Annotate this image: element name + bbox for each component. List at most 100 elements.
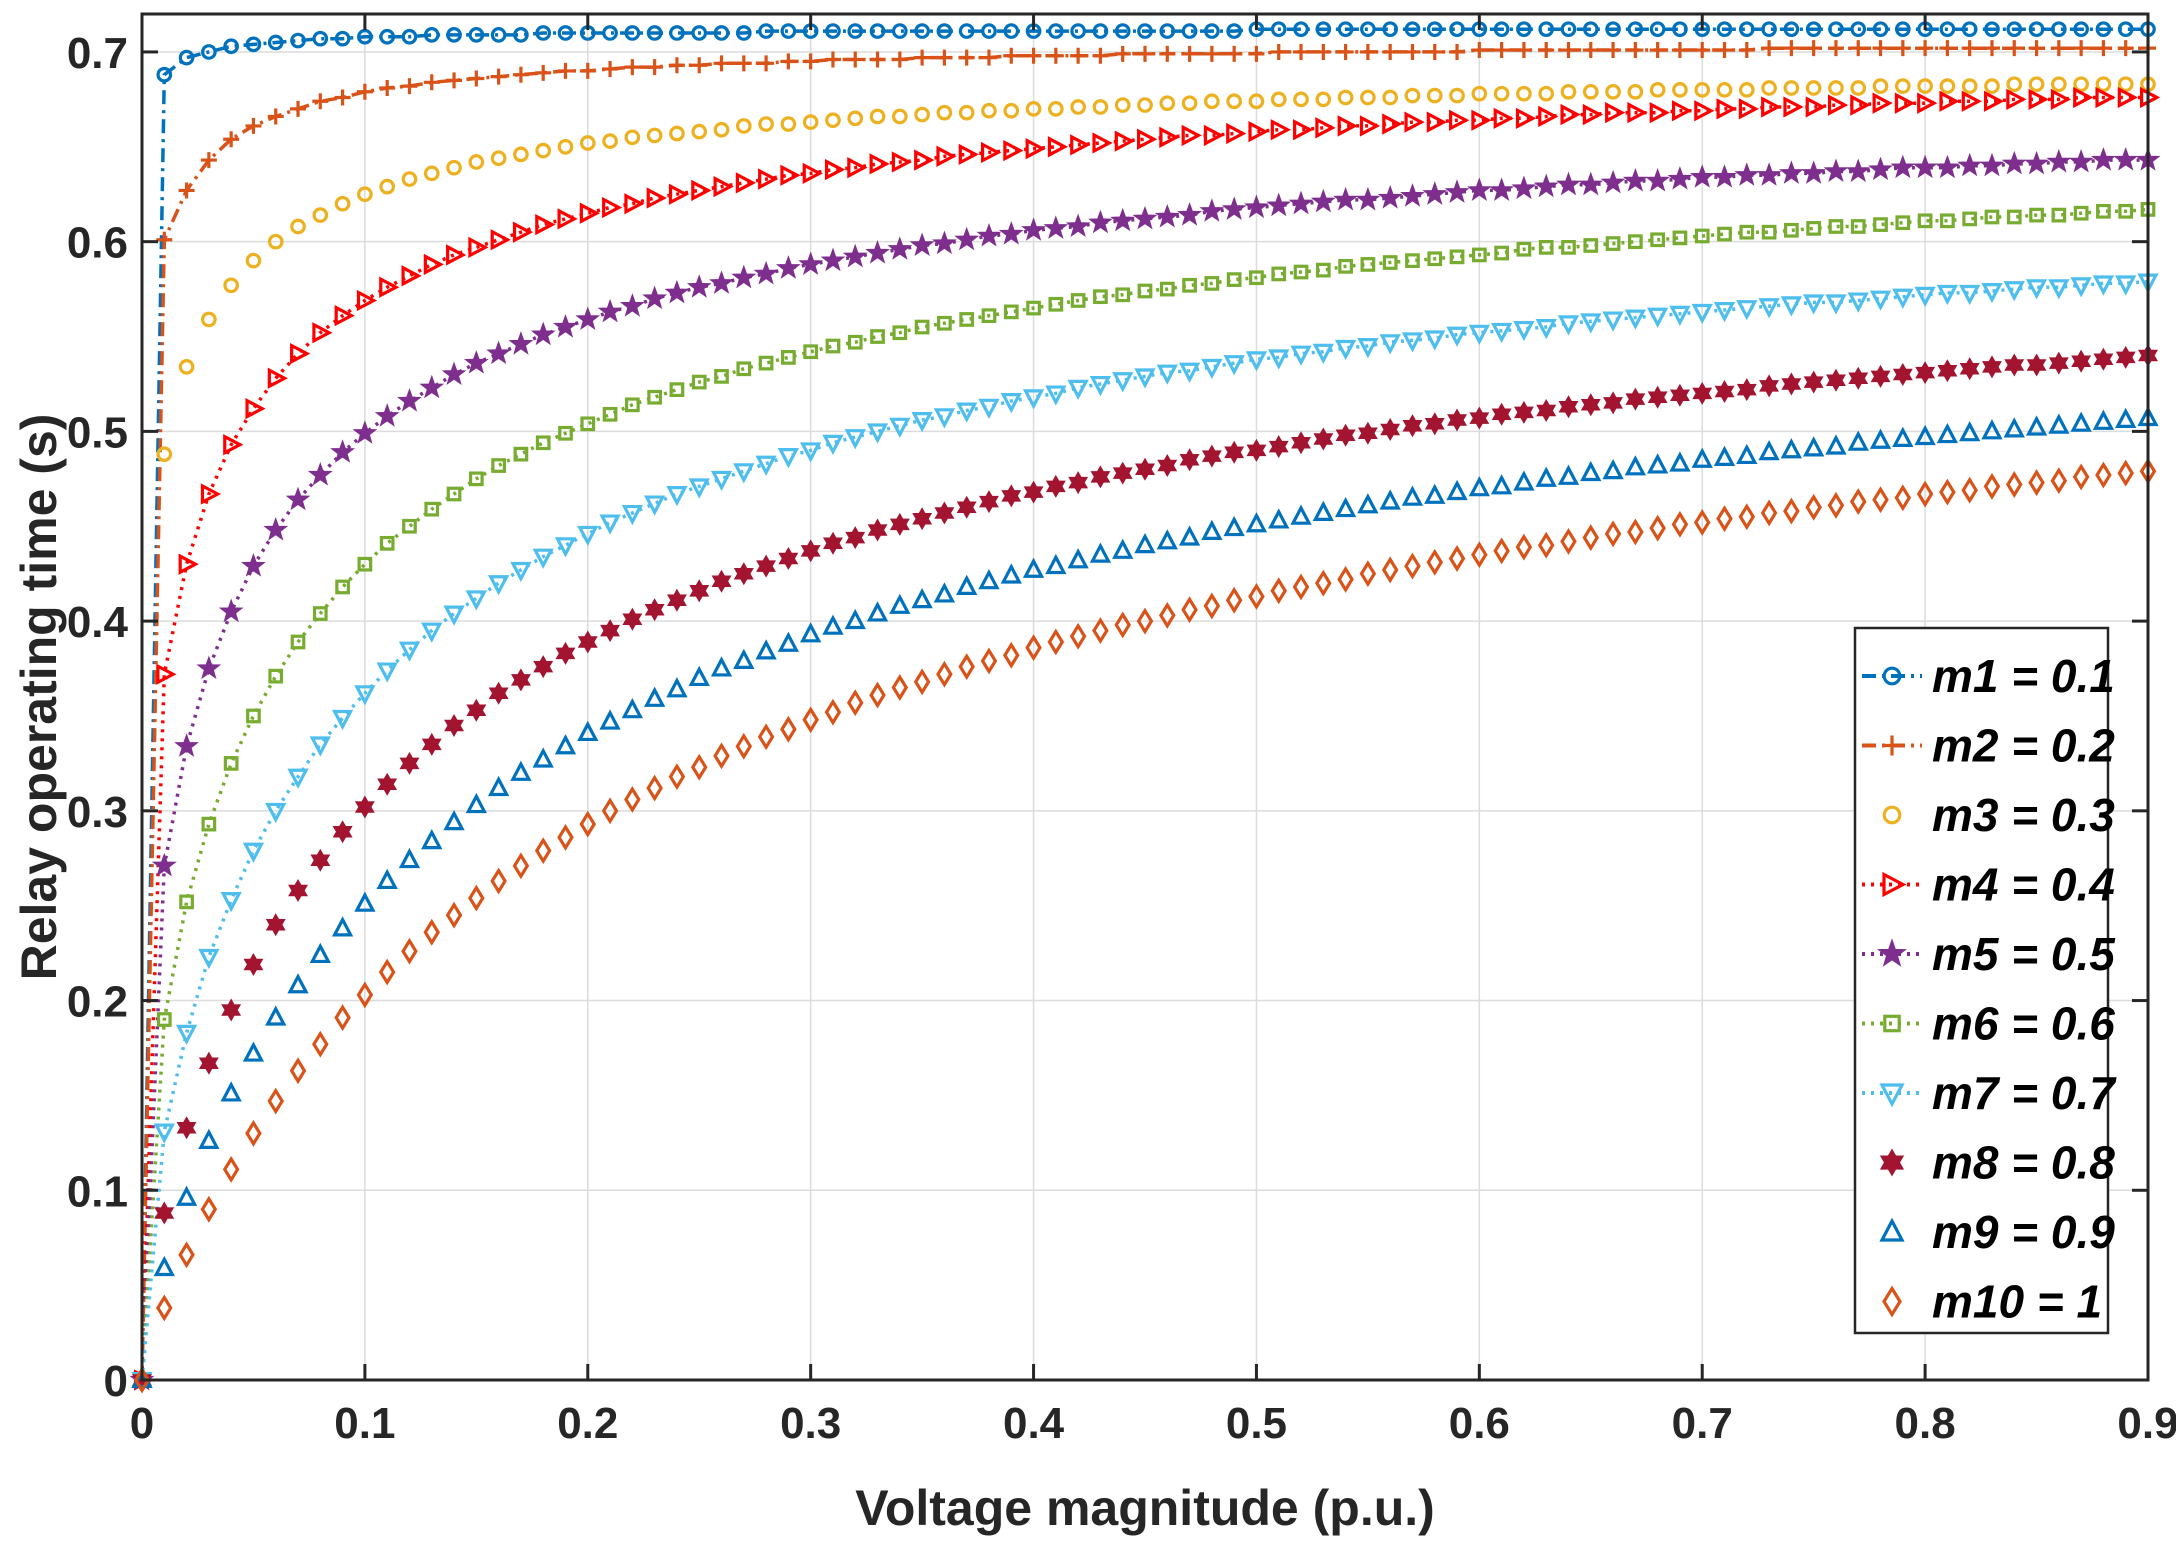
data-point (1894, 21, 1911, 38)
data-point (312, 93, 329, 110)
data-point (1225, 586, 1243, 614)
data-point (602, 61, 619, 78)
data-point (914, 149, 935, 171)
data-point (1245, 512, 1268, 533)
data-point (1627, 102, 1648, 124)
data-point (2048, 279, 2070, 300)
data-point (1622, 167, 1648, 192)
data-point (577, 630, 598, 654)
data-point (1650, 232, 1666, 248)
legend[interactable]: m1 = 0.1 m2 = 0.2 m3 = 0.3 m4 = 0.4 m5 = 0.5… (1853, 626, 2117, 1335)
legend-item[interactable]: m1 = 0.1 (1862, 650, 2115, 702)
series-6 (134, 202, 2156, 1388)
data-point (1561, 239, 1576, 255)
data-point (446, 486, 462, 502)
data-point (1560, 103, 1581, 126)
data-point (1268, 508, 1290, 529)
legend-item[interactable]: m7 = 0.7 (1862, 1067, 2117, 1119)
legend-item[interactable]: m9 = 0.9 (1879, 1206, 2115, 1258)
data-point (468, 884, 485, 912)
data-point (486, 340, 511, 365)
data-point (532, 548, 554, 569)
data-point (553, 313, 578, 338)
y-tick-label: 0.5 (67, 408, 128, 457)
data-point (1582, 42, 1599, 59)
data-point (1137, 97, 1153, 113)
data-point (445, 901, 463, 929)
data-point (1538, 239, 1554, 255)
data-point (1689, 164, 1715, 188)
data-point (1916, 480, 1934, 508)
data-point (198, 1128, 220, 1149)
data-point (981, 23, 997, 39)
data-point (1159, 601, 1176, 629)
data-point (1201, 519, 1223, 540)
data-point (1449, 21, 1465, 38)
data-point (1048, 101, 1064, 117)
data-point (312, 322, 333, 344)
data-point (1468, 476, 1490, 497)
data-point (1873, 217, 1888, 232)
data-point (1646, 307, 1669, 328)
legend-item[interactable]: m8 = 0.8 (1879, 1137, 2115, 1189)
data-point (959, 312, 975, 327)
data-point (312, 1030, 329, 1058)
data-point (1961, 40, 1978, 57)
data-point (1984, 78, 2000, 94)
data-point (1892, 363, 1913, 386)
data-point (1401, 485, 1424, 506)
data-point (1159, 281, 1175, 297)
data-point (2115, 345, 2136, 369)
data-point (1490, 322, 1513, 344)
data-point (267, 34, 284, 51)
data-point (1449, 87, 1465, 104)
data-point (825, 112, 841, 129)
legend-item[interactable]: m6 = 0.6 (1862, 998, 2115, 1050)
data-point (1713, 301, 1736, 323)
data-point (800, 442, 822, 463)
data-point (1002, 641, 1020, 669)
data-point (267, 1087, 285, 1115)
data-point (1404, 21, 1421, 38)
data-point (1003, 23, 1020, 39)
data-point (310, 848, 331, 872)
data-point (175, 1024, 198, 1046)
data-point (441, 361, 467, 386)
data-point (1627, 518, 1644, 546)
legend-item[interactable]: m2 = 0.2 (1862, 720, 2115, 772)
data-point (1736, 300, 1758, 321)
data-point (557, 138, 574, 155)
data-point (243, 952, 264, 977)
data-point (1022, 389, 1045, 410)
legend-item[interactable]: m3 = 0.3 (1882, 789, 2115, 841)
data-point (331, 916, 354, 937)
data-point (1959, 421, 1981, 442)
data-point (956, 402, 978, 423)
data-point (1578, 171, 1604, 196)
data-point (1047, 47, 1064, 64)
data-point (1716, 21, 1733, 38)
data-point (200, 483, 222, 505)
data-point (847, 23, 864, 39)
data-point (265, 1005, 287, 1026)
data-point (1602, 458, 1624, 480)
legend-item[interactable]: m10 = 1 (1882, 1276, 2102, 1328)
data-point (446, 244, 467, 266)
data-point (1667, 166, 1693, 190)
data-point (512, 852, 530, 880)
data-point (825, 23, 841, 39)
data-point (374, 403, 400, 427)
data-point (1600, 169, 1626, 194)
data-point (1694, 42, 1711, 59)
data-point (466, 698, 487, 722)
data-point (397, 387, 422, 412)
data-point (1756, 162, 1782, 186)
data-point (263, 516, 289, 541)
data-point (1560, 42, 1577, 59)
legend-item[interactable]: m4 = 0.4 (1862, 859, 2115, 911)
data-point (334, 1004, 351, 1032)
data-point (1671, 42, 1688, 59)
legend-item[interactable]: m5 = 0.5 (1862, 928, 2116, 980)
data-point (1134, 532, 1156, 554)
data-point (844, 429, 866, 450)
